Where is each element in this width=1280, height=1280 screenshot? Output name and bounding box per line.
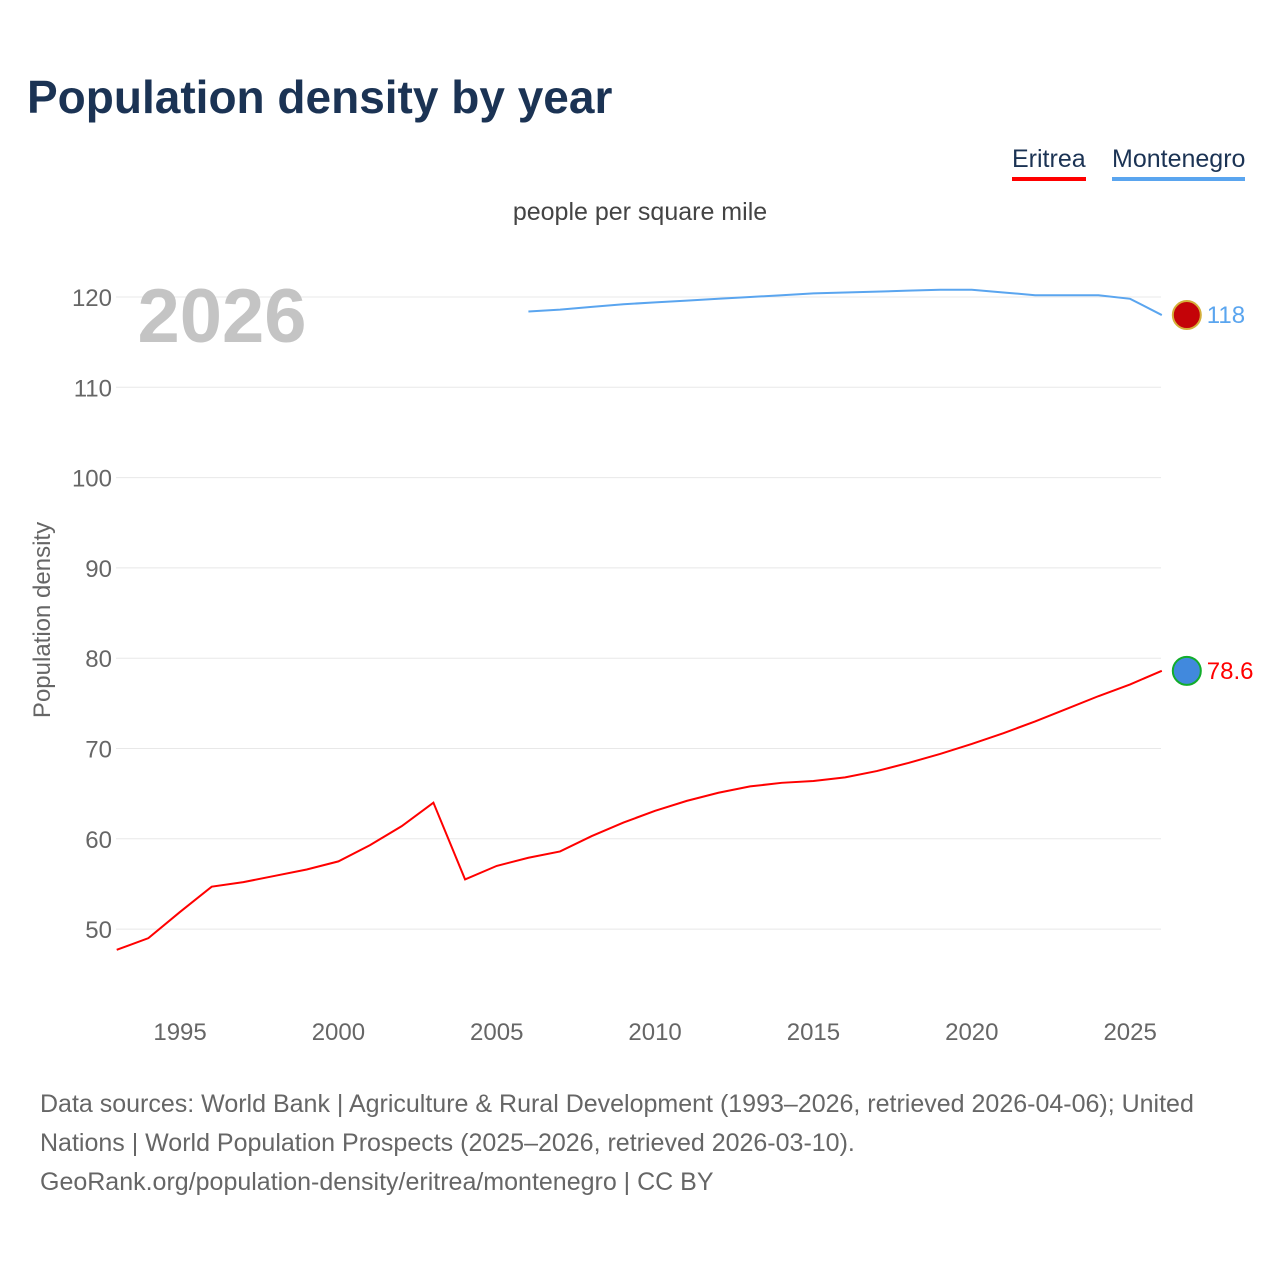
- footer: Data sources: World Bank | Agriculture &…: [40, 1085, 1250, 1202]
- chart-title: Population density by year: [27, 71, 613, 123]
- chart-subtitle: people per square mile: [512, 198, 768, 226]
- y-tick-label: 90: [85, 556, 112, 583]
- y-tick-label: 60: [85, 827, 112, 854]
- flag-icon-montenegro: [1171, 300, 1202, 331]
- y-tick-label: 80: [85, 646, 112, 673]
- x-tick-label: 2020: [945, 1019, 998, 1046]
- y-tick-label: 120: [72, 285, 112, 312]
- x-tick-label: 2000: [312, 1019, 365, 1046]
- y-tick-label: 50: [85, 917, 112, 944]
- x-tick-label: 2010: [628, 1019, 681, 1046]
- x-tick-label: 1995: [153, 1019, 206, 1046]
- x-tick-label: 2015: [787, 1019, 840, 1046]
- x-tick-label: 2025: [1103, 1019, 1156, 1046]
- y-tick-label: 100: [72, 466, 112, 493]
- x-tick-label: 2005: [470, 1019, 523, 1046]
- year-watermark: 2026: [137, 274, 306, 359]
- footer-sources: Data sources: World Bank | Agriculture &…: [40, 1090, 1194, 1157]
- legend-eritrea[interactable]: Eritrea: [1012, 145, 1086, 181]
- y-tick-label: 110: [74, 375, 112, 402]
- flag-icon-eritrea: [1171, 655, 1202, 686]
- end-value-label: 118: [1207, 302, 1245, 329]
- plot-area: 50 60 70 80 90 100 110 120 1995 2000 2005 2010 2015 2…: [29, 274, 1254, 1046]
- footer-link[interactable]: GeoRank.org/population-density/eritrea/m…: [40, 1168, 714, 1196]
- end-value-label: 78.6: [1207, 658, 1254, 685]
- y-tick-label: 70: [85, 737, 112, 764]
- legend-montenegro[interactable]: Montenegro: [1112, 145, 1246, 181]
- y-axis-label: Population density: [29, 522, 56, 718]
- series-line-montenegro: [528, 288, 1163, 316]
- series-line-eritrea: [116, 669, 1163, 951]
